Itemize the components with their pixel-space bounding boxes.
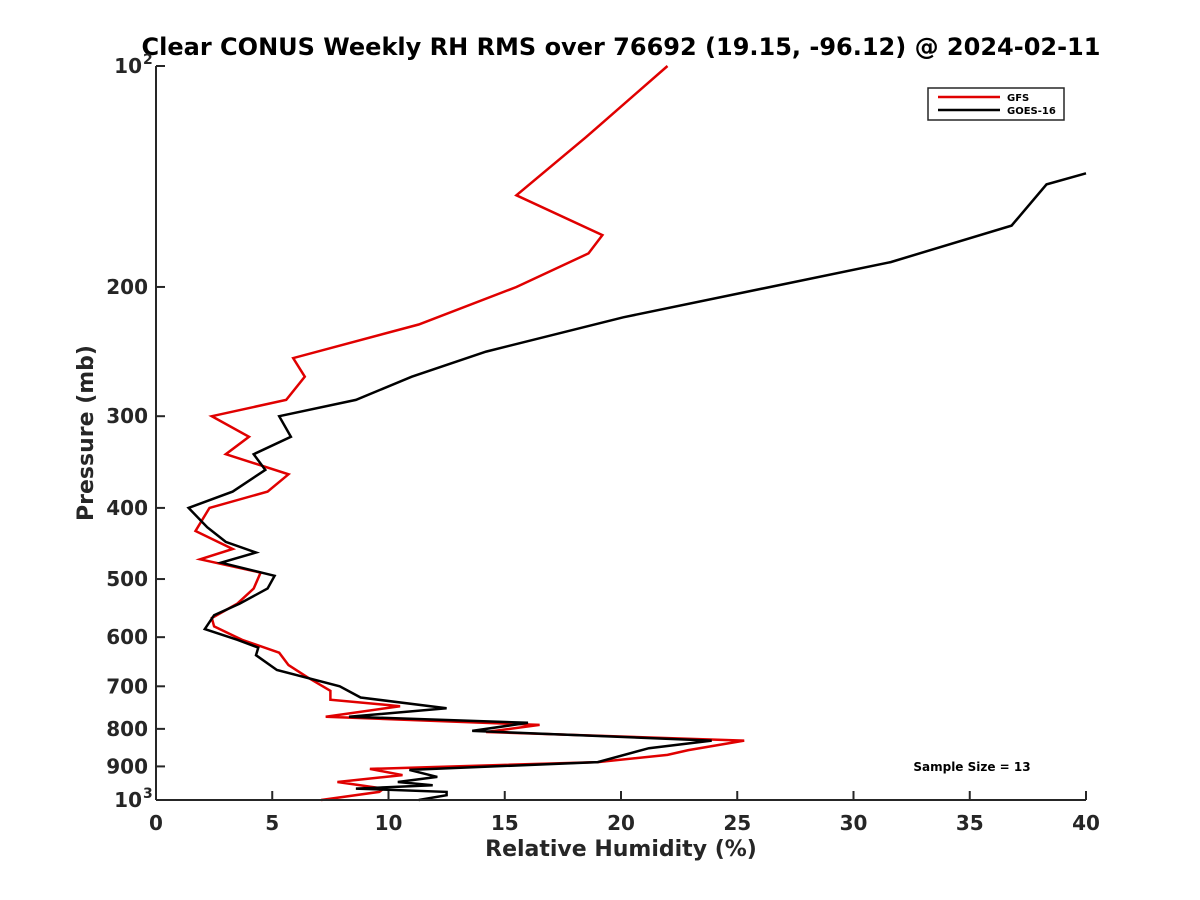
sample-size-annotation: Sample Size = 13 bbox=[913, 760, 1030, 774]
y-tick-label: 10 bbox=[114, 788, 142, 812]
x-tick-label: 25 bbox=[723, 811, 751, 835]
series-line-gfs bbox=[193, 65, 745, 802]
plot-lines bbox=[186, 65, 1087, 802]
x-tick-label: 10 bbox=[375, 811, 403, 835]
x-tick-label: 20 bbox=[607, 811, 635, 835]
y-tick-label: 700 bbox=[106, 674, 148, 698]
axes bbox=[155, 66, 1086, 801]
y-tick-label: 600 bbox=[106, 625, 148, 649]
series-line-goes16 bbox=[186, 172, 1087, 802]
legend: GFS GOES-16 bbox=[927, 87, 1065, 121]
legend-label-gfs: GFS bbox=[1007, 93, 1029, 104]
y-tick-label: 400 bbox=[106, 496, 148, 520]
y-tick-label: 800 bbox=[106, 717, 148, 741]
chart-title: Clear CONUS Weekly RH RMS over 76692 (19… bbox=[142, 33, 1101, 61]
x-ticks: 0 5 10 15 20 25 30 35 40 bbox=[149, 791, 1100, 835]
x-tick-label: 5 bbox=[265, 811, 279, 835]
y-tick-label: 900 bbox=[106, 754, 148, 778]
x-tick-label: 0 bbox=[149, 811, 163, 835]
y-tick-label: 500 bbox=[106, 567, 148, 591]
x-tick-label: 40 bbox=[1072, 811, 1100, 835]
x-tick-label: 35 bbox=[956, 811, 984, 835]
y-tick-exponent: 3 bbox=[143, 786, 153, 802]
y-axis-label: Pressure (mb) bbox=[74, 345, 99, 521]
y-tick-label: 10 bbox=[114, 54, 142, 78]
x-axis-label: Relative Humidity (%) bbox=[485, 837, 757, 862]
x-tick-label: 30 bbox=[840, 811, 868, 835]
legend-label-goes16: GOES-16 bbox=[1007, 106, 1056, 117]
y-tick-label: 200 bbox=[106, 275, 148, 299]
y-tick-exponent: 2 bbox=[143, 52, 153, 68]
x-tick-label: 15 bbox=[491, 811, 519, 835]
legend-box bbox=[927, 87, 1065, 121]
y-tick-label: 300 bbox=[106, 404, 148, 428]
